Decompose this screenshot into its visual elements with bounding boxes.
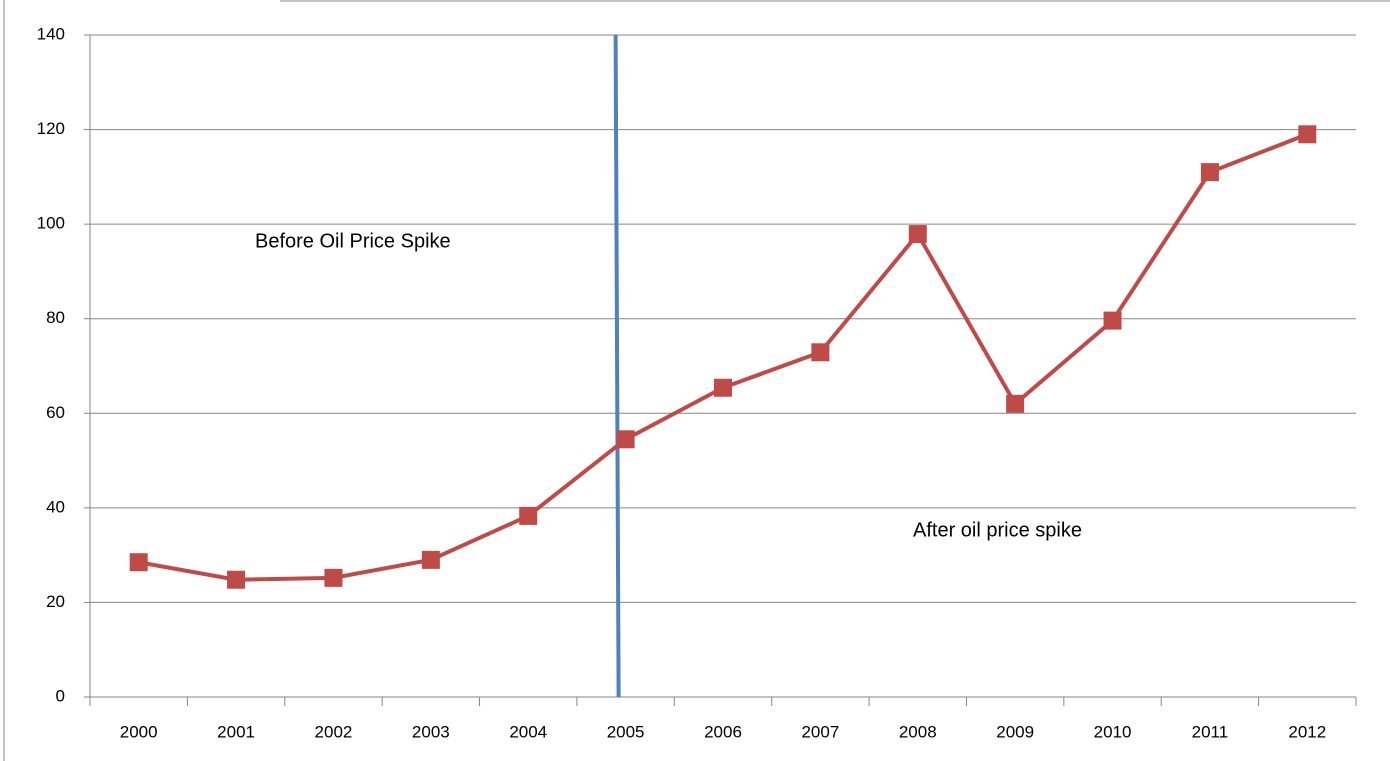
- x-tick-label: 2001: [217, 722, 255, 741]
- x-tick-label: 2006: [704, 722, 742, 741]
- y-tick-label: 40: [46, 497, 65, 516]
- point-marker: [908, 225, 927, 244]
- point-marker: [616, 430, 635, 449]
- x-tick-label: 2005: [607, 722, 645, 741]
- point-marker: [129, 553, 148, 572]
- point-marker: [1006, 394, 1025, 413]
- point-marker: [1200, 163, 1219, 182]
- annotation: After oil price spike: [913, 519, 1082, 541]
- point-marker: [227, 570, 246, 589]
- point-marker: [714, 378, 732, 397]
- point-marker: [421, 550, 440, 569]
- annotation: Before Oil Price Spike: [255, 230, 451, 252]
- x-tick-label: 2003: [412, 722, 450, 741]
- x-tick-label: 2004: [509, 722, 547, 741]
- point-marker: [324, 568, 343, 587]
- x-tick-label: 2011: [1192, 722, 1229, 741]
- point-marker: [1103, 311, 1122, 330]
- y-tick-label: 140: [37, 24, 65, 43]
- x-tick-label: 2010: [1094, 722, 1132, 741]
- x-tick-label: 2002: [315, 722, 353, 741]
- point-marker: [519, 506, 538, 525]
- y-tick-label: 0: [56, 686, 65, 705]
- series-line: [138, 132, 1309, 582]
- point-marker: [1298, 125, 1317, 144]
- x-tick-label: 2000: [120, 722, 158, 741]
- x-tick-label: 2012: [1288, 722, 1326, 741]
- x-tick-label: 2007: [801, 722, 839, 741]
- reference-line: [613, 34, 621, 698]
- y-tick-label: 20: [46, 592, 65, 611]
- y-tick-label: 80: [46, 308, 65, 327]
- x-tick-label: 2008: [899, 722, 937, 741]
- y-tick-label: 60: [46, 403, 65, 422]
- y-tick-label: 120: [37, 119, 65, 138]
- x-tick-label: 2009: [996, 722, 1034, 741]
- y-tick-label: 100: [37, 214, 65, 233]
- point-marker: [811, 343, 830, 362]
